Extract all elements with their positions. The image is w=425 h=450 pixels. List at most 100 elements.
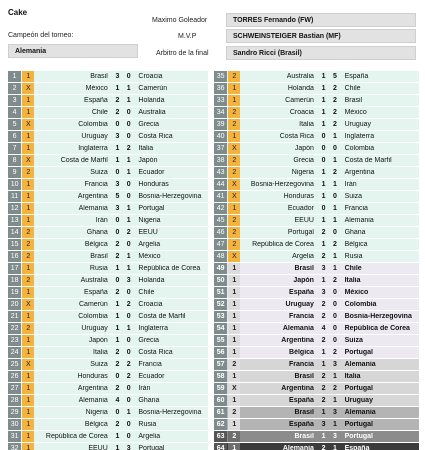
match-row[interactable]: 60 1 España 2 1 Uruguay	[214, 395, 419, 407]
result-pick[interactable]: 1	[22, 71, 35, 82]
result-pick[interactable]: 2	[22, 323, 35, 334]
match-row[interactable]: 2 X México 1 1 Camerún	[8, 83, 208, 95]
result-pick[interactable]: X	[22, 359, 35, 370]
match-row[interactable]: 36 1 Holanda 1 2 Chile	[214, 83, 419, 95]
match-row[interactable]: 30 1 Bélgica 2 0 Rusia	[8, 419, 208, 431]
top-scorer-field[interactable]: TORRES Fernando (FW)	[226, 13, 416, 27]
match-row[interactable]: 43 2 Nigeria 1 2 Argentina	[214, 167, 419, 179]
result-pick[interactable]: 2	[22, 275, 35, 286]
match-row[interactable]: 21 1 Colombia 1 0 Costa de Marfil	[8, 311, 208, 323]
match-row[interactable]: 56 1 Bélgica 1 2 Portugal	[214, 347, 419, 359]
match-row[interactable]: 48 X Argelia 2 1 Rusia	[214, 251, 419, 263]
match-row[interactable]: 31 1 República de Corea 1 0 Argelia	[8, 431, 208, 443]
result-pick[interactable]: 2	[228, 227, 241, 238]
match-row[interactable]: 4 1 Chile 2 0 Australia	[8, 107, 208, 119]
result-pick[interactable]: 2	[228, 167, 241, 178]
match-row[interactable]: 24 1 Italia 2 0 Costa Rica	[8, 347, 208, 359]
match-row[interactable]: 22 2 Uruguay 1 1 Inglaterra	[8, 323, 208, 335]
match-row[interactable]: 18 2 Australia 0 3 Holanda	[8, 275, 208, 287]
match-row[interactable]: 29 1 Nigeria 0 1 Bosnia-Herzegovina	[8, 407, 208, 419]
match-row[interactable]: 9 2 Suiza 0 1 Ecuador	[8, 167, 208, 179]
result-pick[interactable]: 1	[22, 143, 35, 154]
result-pick[interactable]: 2	[228, 155, 241, 166]
match-row[interactable]: 42 1 Ecuador 0 1 Francia	[214, 203, 419, 215]
match-row[interactable]: 55 1 Argentina 2 0 Suiza	[214, 335, 419, 347]
result-pick[interactable]: X	[228, 191, 241, 202]
result-pick[interactable]: 2	[228, 407, 241, 418]
result-pick[interactable]: 1	[228, 299, 241, 310]
match-row[interactable]: 27 1 Argentina 2 0 Irán	[8, 383, 208, 395]
match-row[interactable]: 10 1 Francia 3 0 Honduras	[8, 179, 208, 191]
match-row[interactable]: 16 2 Brasil 2 1 México	[8, 251, 208, 263]
result-pick[interactable]: 1	[22, 407, 35, 418]
result-pick[interactable]: 1	[22, 191, 35, 202]
result-pick[interactable]: 1	[22, 395, 35, 406]
match-row[interactable]: 23 1 Japón 1 0 Grecia	[8, 335, 208, 347]
match-row[interactable]: 51 1 España 3 0 México	[214, 287, 419, 299]
match-row[interactable]: 59 X Argentina 2 2 Portugal	[214, 383, 419, 395]
match-row[interactable]: 7 1 Inglaterra 1 2 Italia	[8, 143, 208, 155]
result-pick[interactable]: 2	[22, 167, 35, 178]
result-pick[interactable]: 1	[228, 263, 241, 274]
result-pick[interactable]: 1	[228, 371, 241, 382]
result-pick[interactable]: 2	[228, 431, 241, 442]
result-pick[interactable]: 1	[228, 311, 241, 322]
match-row[interactable]: 63 2 Brasil 1 3 Portugal	[214, 431, 419, 443]
result-pick[interactable]: 2	[228, 239, 241, 250]
result-pick[interactable]: X	[22, 155, 35, 166]
result-pick[interactable]: 1	[22, 203, 35, 214]
match-row[interactable]: 35 2 Australia 1 5 España	[214, 71, 419, 83]
match-row[interactable]: 3 1 España 2 1 Holanda	[8, 95, 208, 107]
match-row[interactable]: 26 1 Honduras 0 2 Ecuador	[8, 371, 208, 383]
result-pick[interactable]: 1	[22, 131, 35, 142]
match-row[interactable]: 49 1 Brasil 3 1 Chile	[214, 263, 419, 275]
match-row[interactable]: 33 1 Camerún 1 2 Brasil	[214, 95, 419, 107]
result-pick[interactable]: 2	[22, 251, 35, 262]
result-pick[interactable]: 1	[22, 335, 35, 346]
result-pick[interactable]: 1	[228, 395, 241, 406]
result-pick[interactable]: 1	[228, 443, 241, 450]
result-pick[interactable]: 1	[22, 263, 35, 274]
match-row[interactable]: 6 1 Uruguay 3 0 Costa Rica	[8, 131, 208, 143]
match-row[interactable]: 15 2 Bélgica 2 0 Argelia	[8, 239, 208, 251]
match-row[interactable]: 57 2 Francia 1 3 Alemania	[214, 359, 419, 371]
result-pick[interactable]: 2	[228, 119, 241, 130]
match-row[interactable]: 8 X Costa de Marfil 1 1 Japón	[8, 155, 208, 167]
result-pick[interactable]: 1	[228, 323, 241, 334]
result-pick[interactable]: 1	[228, 419, 241, 430]
result-pick[interactable]: 2	[22, 239, 35, 250]
result-pick[interactable]: 1	[22, 419, 35, 430]
match-row[interactable]: 11 1 Argentina 5 0 Bosnia-Herzegovina	[8, 191, 208, 203]
match-row[interactable]: 50 1 Japón 1 2 Italia	[214, 275, 419, 287]
result-pick[interactable]: 1	[228, 95, 241, 106]
result-pick[interactable]: 1	[22, 287, 35, 298]
result-pick[interactable]: X	[22, 119, 35, 130]
match-row[interactable]: 20 X Camerún 1 2 Croacia	[8, 299, 208, 311]
match-row[interactable]: 38 2 Grecia 0 1 Costa de Marfil	[214, 155, 419, 167]
result-pick[interactable]: 1	[22, 95, 35, 106]
match-row[interactable]: 53 1 Francia 2 0 Bosnia-Herzegovina	[214, 311, 419, 323]
match-row[interactable]: 19 1 España 2 0 Chile	[8, 287, 208, 299]
match-row[interactable]: 14 2 Ghana 0 2 EEUU	[8, 227, 208, 239]
champion-field[interactable]: Alemania	[8, 44, 138, 58]
result-pick[interactable]: X	[228, 383, 241, 394]
result-pick[interactable]: 1	[22, 443, 35, 450]
match-row[interactable]: 28 1 Alemania 4 0 Ghana	[8, 395, 208, 407]
match-row[interactable]: 37 X Japón 0 0 Colombia	[214, 143, 419, 155]
result-pick[interactable]: 1	[228, 287, 241, 298]
match-row[interactable]: 47 2 República de Corea 1 2 Bélgica	[214, 239, 419, 251]
match-row[interactable]: 54 1 Alemania 4 0 República de Corea	[214, 323, 419, 335]
result-pick[interactable]: 1	[22, 179, 35, 190]
result-pick[interactable]: 1	[22, 431, 35, 442]
match-row[interactable]: 34 2 Croacia 1 2 México	[214, 107, 419, 119]
final-referee-field[interactable]: Sandro Ricci (Brasil)	[226, 46, 416, 60]
result-pick[interactable]: X	[228, 179, 241, 190]
result-pick[interactable]: 1	[22, 383, 35, 394]
result-pick[interactable]: 1	[228, 275, 241, 286]
match-row[interactable]: 17 1 Rusia 1 1 República de Corea	[8, 263, 208, 275]
mvp-field[interactable]: SCHWEINSTEIGER Bastian (MF)	[226, 29, 416, 43]
result-pick[interactable]: 2	[22, 227, 35, 238]
match-row[interactable]: 64 1 Alemania 2 1 España	[214, 443, 419, 450]
result-pick[interactable]: X	[228, 251, 241, 262]
result-pick[interactable]: 2	[228, 215, 241, 226]
